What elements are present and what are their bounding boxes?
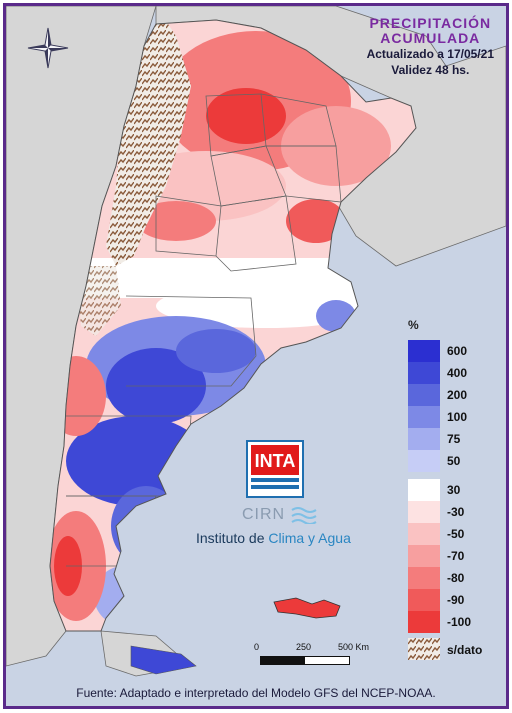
- legend-swatch: [408, 589, 440, 611]
- nodata-label: s/dato: [447, 643, 483, 657]
- inta-logo: INTA: [246, 440, 304, 498]
- water-waves-icon: [291, 507, 317, 525]
- legend-label: 50: [447, 454, 461, 468]
- title-line1: PRECIPITACIÓN: [369, 15, 492, 31]
- legend-label: 100: [447, 410, 468, 424]
- scale-tick-250: 250: [296, 642, 312, 652]
- map-frame: PRECIPITACIÓN ACUMULADA Actualizado a 17…: [3, 3, 509, 709]
- legend-label: 200: [447, 388, 468, 402]
- legend-label: -70: [447, 549, 465, 563]
- legend-label: 400: [447, 366, 468, 380]
- legend-label: 75: [447, 432, 461, 446]
- legend-label: 30: [447, 483, 461, 497]
- nodata-swatch: [408, 638, 440, 660]
- legend-swatch: [408, 384, 440, 406]
- map-title: PRECIPITACIÓN ACUMULADA Actualizado a 17…: [367, 16, 494, 78]
- legend-label: 600: [447, 344, 468, 358]
- legend-label: -80: [447, 571, 465, 585]
- precipitation-map: [6, 6, 506, 677]
- legend-label: -90: [447, 593, 465, 607]
- logo-text: INTA: [255, 451, 296, 471]
- legend-swatch: [408, 406, 440, 428]
- legend-swatch: [408, 362, 440, 384]
- legend-swatch: [408, 450, 440, 472]
- validity: Validez 48 hs.: [391, 63, 470, 77]
- compass-rose-icon: [27, 27, 69, 69]
- legend-swatch: [408, 567, 440, 589]
- legend-swatch: [408, 611, 440, 633]
- scale-tick-0: 0: [254, 642, 260, 652]
- legend-label: -30: [447, 505, 465, 519]
- institute-name: Instituto de Clima y Agua: [196, 530, 351, 546]
- legend-unit: %: [408, 318, 419, 332]
- source-footer: Fuente: Adaptado e interpretado del Mode…: [76, 686, 436, 700]
- legend-swatch: [408, 501, 440, 523]
- legend-swatch: [408, 545, 440, 567]
- legend-label: -50: [447, 527, 465, 541]
- legend-swatch: [408, 340, 440, 362]
- legend-label: -100: [447, 615, 472, 629]
- updated-date: Actualizado a 17/05/21: [366, 47, 494, 61]
- legend-swatch: [408, 479, 440, 501]
- scale-bar: 0 250 500 Km: [254, 642, 384, 672]
- legend-swatch: [408, 428, 440, 450]
- title-line2: ACUMULADA: [380, 30, 481, 46]
- legend-swatch: [408, 523, 440, 545]
- scale-tick-500: 500 Km: [338, 642, 370, 652]
- cirn-label: CIRN: [242, 506, 317, 525]
